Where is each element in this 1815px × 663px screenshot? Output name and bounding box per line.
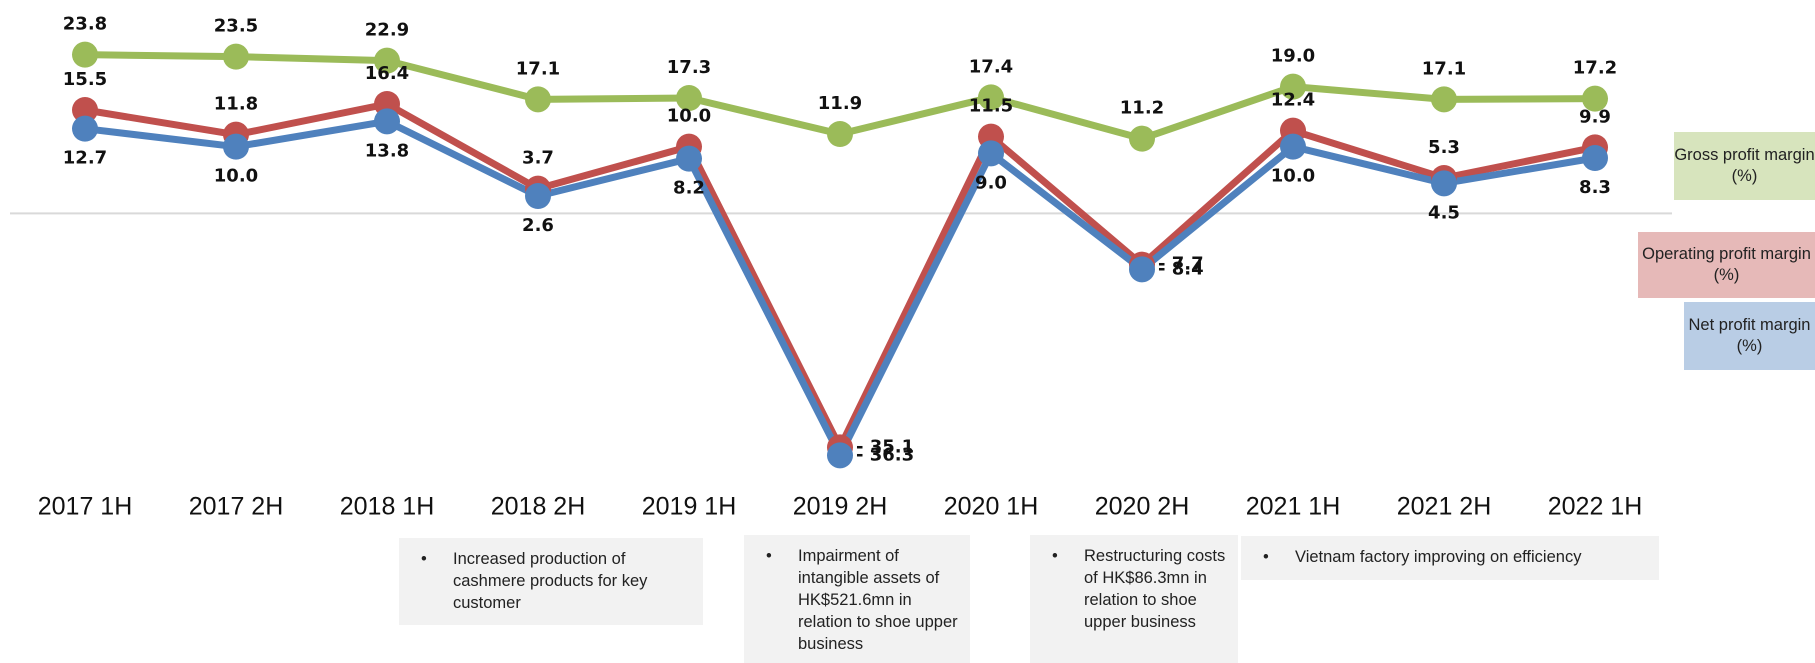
data-label: 23.5	[214, 16, 258, 37]
data-label: 11.9	[818, 93, 862, 114]
marker	[374, 47, 400, 74]
x-tick-label: 2019 1H	[642, 493, 737, 521]
data-label: 12.7	[63, 148, 107, 169]
data-label: 4.5	[1428, 202, 1460, 223]
data-label: 16.4	[365, 63, 409, 84]
data-label: 19.0	[1271, 46, 1315, 67]
marker	[827, 121, 853, 147]
x-tick-label: 2021 1H	[1246, 493, 1341, 521]
marker	[978, 84, 1004, 111]
data-label: 10.0	[1271, 166, 1315, 187]
data-label: 9.9	[1579, 106, 1611, 127]
x-tick-label: 2018 2H	[491, 493, 586, 521]
data-label: - 35.1	[856, 436, 914, 457]
data-label: 3.7	[522, 148, 554, 169]
marker	[1431, 170, 1457, 197]
marker	[525, 86, 551, 113]
note: Restructuring costs of HK$86.3mn in rela…	[1030, 535, 1238, 663]
data-label: 22.9	[365, 20, 409, 41]
x-tick-label: 2017 2H	[189, 493, 284, 521]
data-label: 10.0	[667, 106, 711, 127]
data-label: - 36.3	[856, 444, 914, 465]
data-label: 5.3	[1428, 137, 1460, 158]
data-label: - 7.7	[1158, 254, 1204, 275]
marker	[374, 108, 400, 135]
x-tick-label: 2019 2H	[793, 493, 888, 521]
note: Increased production of cashmere product…	[399, 538, 703, 625]
data-label: 9.0	[975, 172, 1007, 193]
note: Vietnam factory improving on efficiency	[1241, 536, 1659, 580]
data-label: 17.3	[667, 57, 711, 78]
marker	[223, 43, 249, 70]
marker	[72, 41, 98, 68]
data-label: 17.4	[969, 56, 1013, 77]
marker	[72, 97, 98, 123]
data-label: 8.2	[673, 178, 705, 199]
x-tick-label: 2020 2H	[1095, 493, 1190, 521]
series-line	[84, 100, 1596, 451]
data-label: 15.5	[63, 69, 107, 90]
data-label: - 8.4	[1158, 258, 1204, 279]
data-label: 13.8	[365, 140, 409, 161]
marker	[1582, 85, 1608, 112]
x-tick-label: 2020 1H	[944, 493, 1039, 521]
marker	[827, 442, 853, 469]
data-label: 23.8	[63, 14, 107, 35]
marker	[1129, 256, 1155, 283]
marker	[1280, 73, 1306, 100]
x-tick-label: 2017 1H	[38, 493, 133, 521]
marker	[676, 85, 702, 111]
data-label: 10.0	[214, 166, 258, 187]
series-line	[84, 117, 1596, 459]
data-label: 11.8	[214, 94, 258, 115]
data-label: 2.6	[522, 215, 554, 236]
legend-item: Gross profit margin (%)	[1674, 132, 1815, 200]
marker	[1129, 125, 1155, 152]
x-tick-label: 2022 1H	[1548, 493, 1643, 521]
legend-item: Net profit margin (%)	[1684, 302, 1815, 370]
data-label: 11.5	[969, 96, 1013, 117]
note: Impairment of intangible assets of HK$52…	[744, 535, 970, 663]
data-label: 8.3	[1579, 177, 1611, 198]
legend-item: Operating profit margin (%)	[1638, 232, 1815, 298]
marker	[1280, 133, 1306, 160]
data-label: 11.2	[1120, 98, 1164, 119]
marker	[676, 145, 702, 172]
marker	[72, 115, 98, 142]
x-tick-label: 2021 2H	[1397, 493, 1492, 521]
data-label: 17.2	[1573, 58, 1617, 79]
marker	[1582, 145, 1608, 171]
marker	[525, 183, 551, 209]
data-label: 12.4	[1271, 90, 1315, 111]
x-tick-label: 2018 1H	[340, 493, 435, 521]
marker	[223, 133, 249, 160]
marker	[1431, 86, 1457, 113]
data-label: 17.1	[516, 58, 560, 79]
marker	[978, 140, 1004, 167]
data-label: 17.1	[1422, 58, 1466, 79]
